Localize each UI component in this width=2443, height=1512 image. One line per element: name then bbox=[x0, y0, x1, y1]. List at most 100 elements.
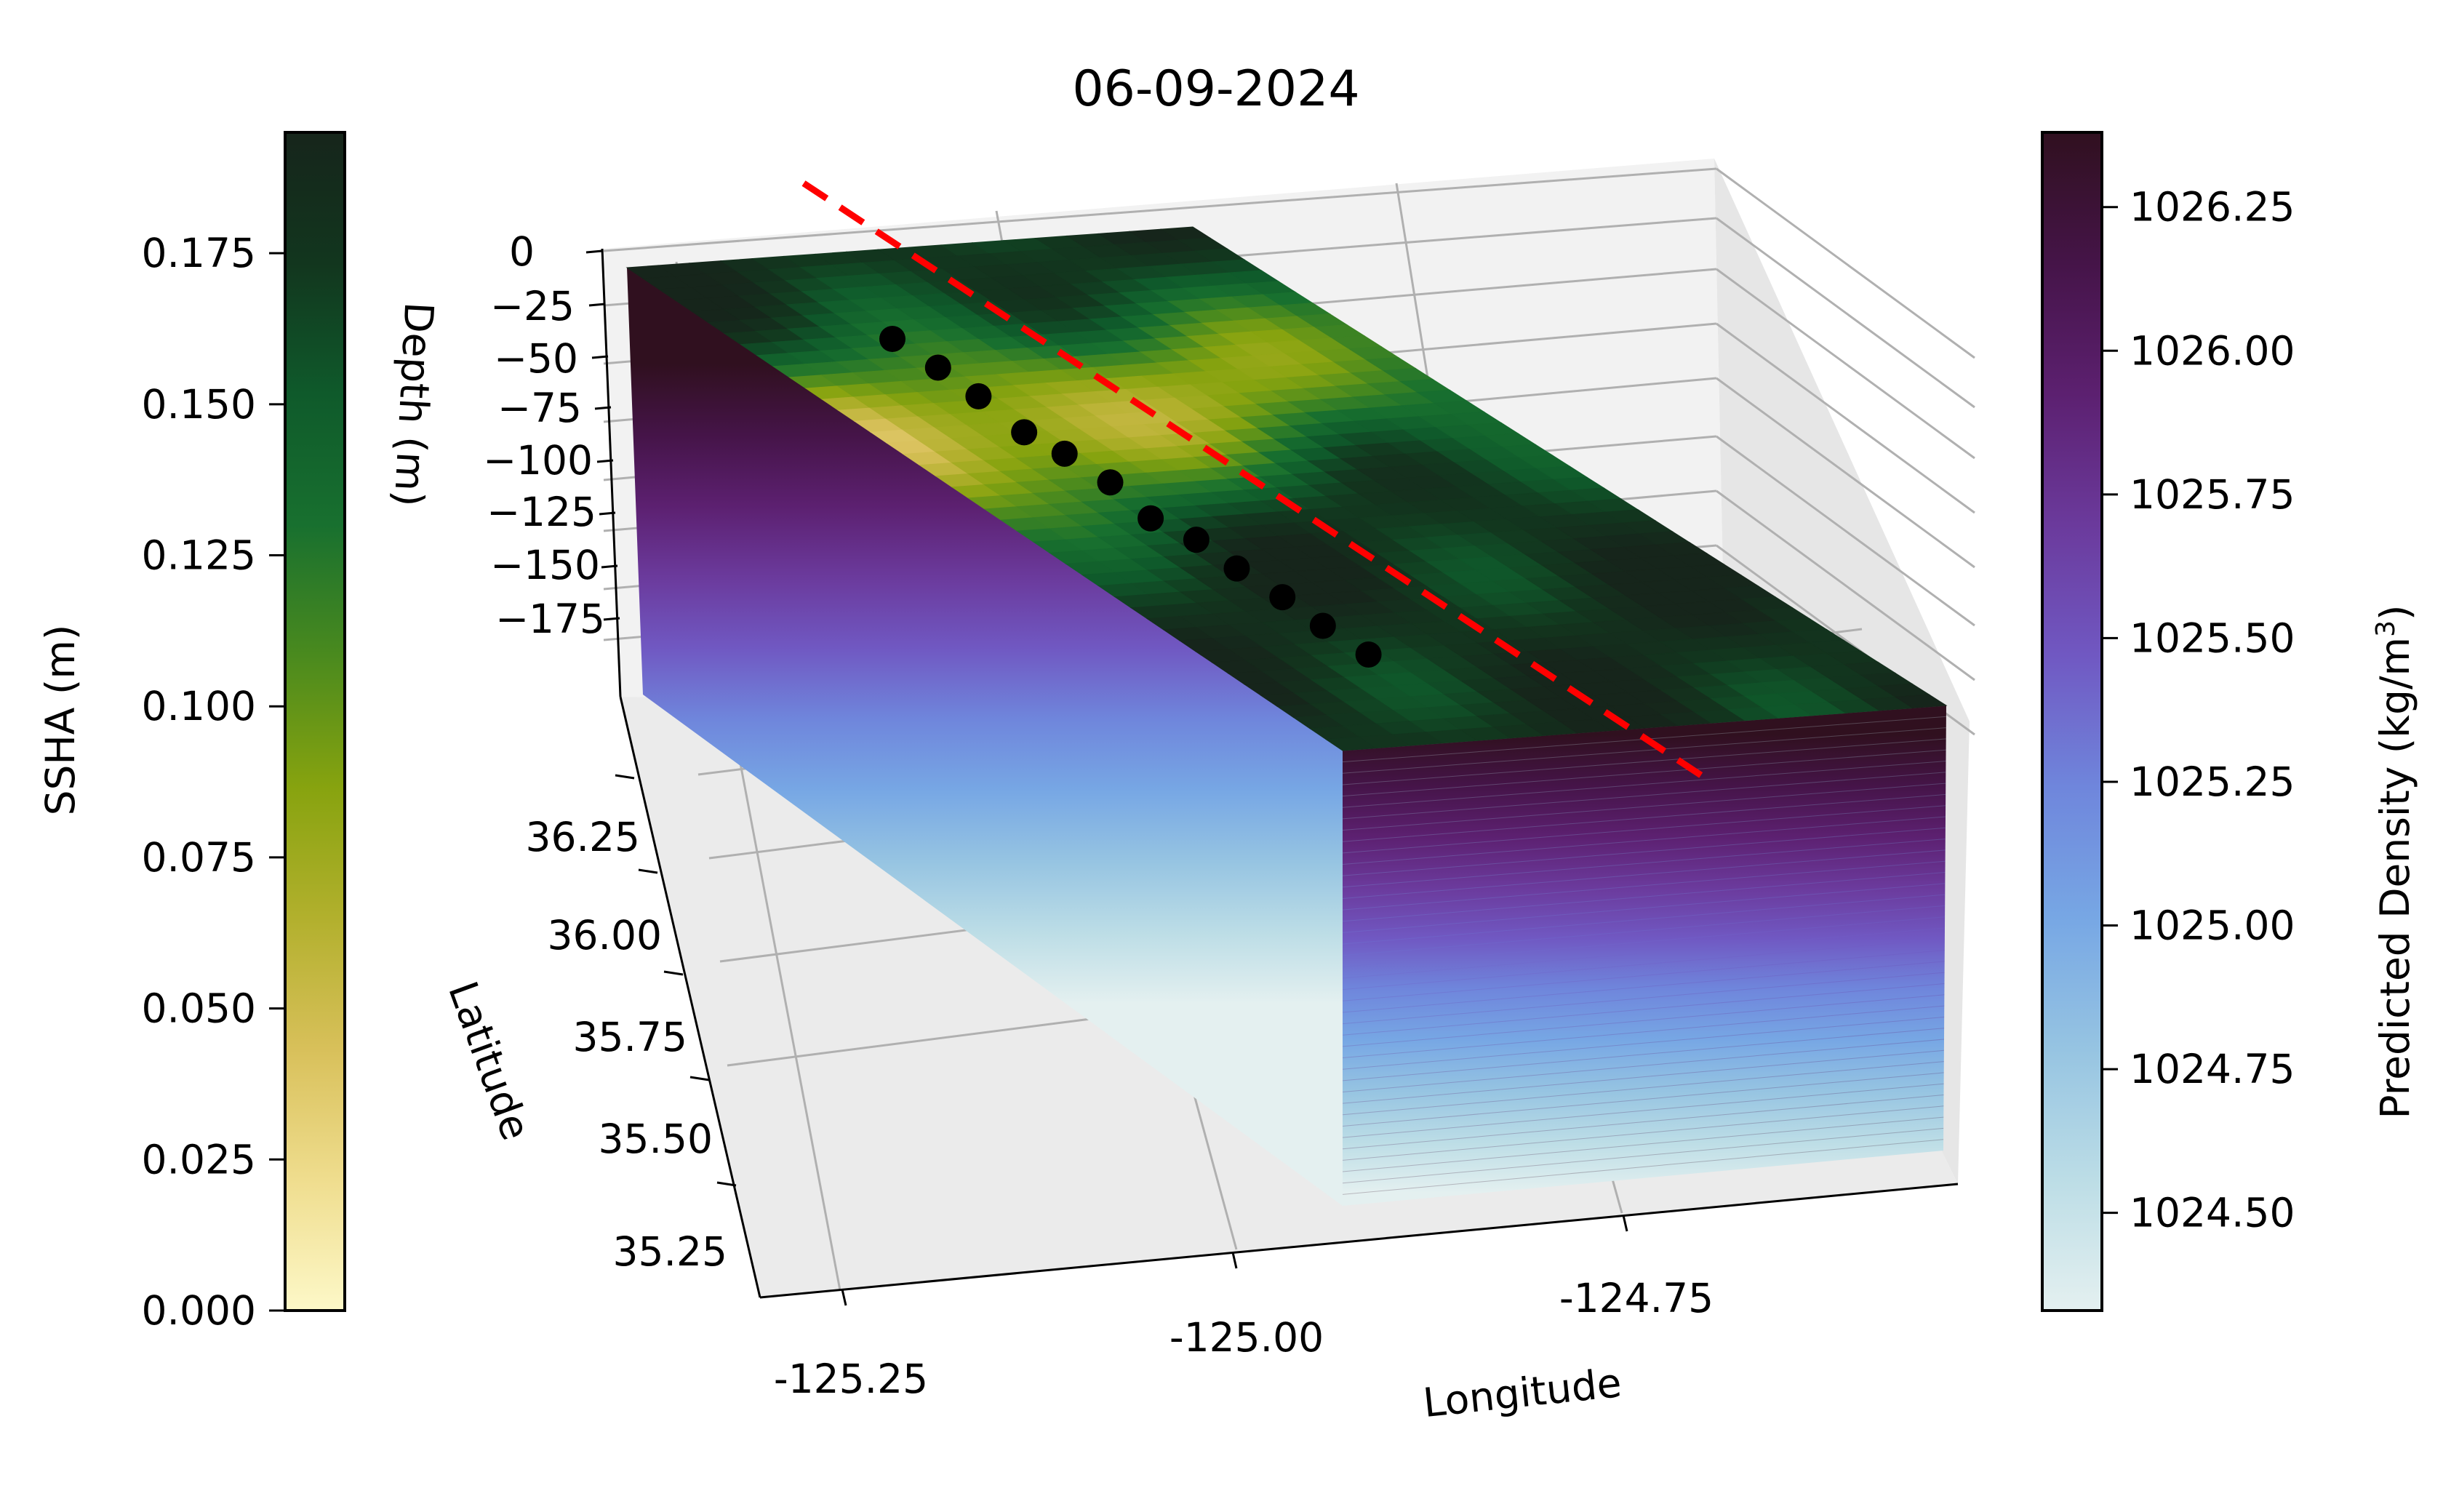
density-band bbox=[1342, 761, 1946, 808]
station-point bbox=[1355, 641, 1382, 668]
y-tick-label: 35.25 bbox=[613, 1228, 727, 1275]
density-colorbar-tick-label: 1026.25 bbox=[2130, 184, 2295, 231]
density-colorbar-title: Predicted Density (kg/m3) bbox=[2371, 605, 2418, 1119]
grid-line-depth-side bbox=[1716, 489, 1975, 681]
density-band bbox=[1342, 927, 1946, 979]
grid-line-depth-side bbox=[1716, 167, 1975, 359]
density-band bbox=[1342, 1039, 1945, 1092]
z-tick-label: −175 bbox=[495, 596, 605, 642]
density-band bbox=[1342, 1049, 1944, 1104]
station-point bbox=[1051, 440, 1078, 467]
station-point bbox=[1097, 469, 1124, 496]
x-axis-title: Longitude bbox=[1421, 1359, 1624, 1426]
z-axis-line bbox=[601, 248, 622, 697]
density-band bbox=[1342, 883, 1946, 933]
station-point bbox=[1269, 584, 1296, 611]
grid-line-depth-side bbox=[1716, 322, 1975, 514]
density-colorbar: 1024.50 1024.75 1025.00 1025.25 1025.50 1025.… bbox=[2041, 131, 2295, 1312]
ssha-colorbar-tick-label: 0.150 bbox=[142, 381, 256, 428]
y-tick-label: 35.75 bbox=[573, 1014, 687, 1060]
ssha-colorbar-tick-label: 0.050 bbox=[142, 985, 256, 1032]
block-front-face bbox=[1343, 705, 1946, 1206]
density-band bbox=[1342, 793, 1946, 842]
z-tick bbox=[599, 511, 616, 516]
y-tick bbox=[638, 868, 658, 874]
density-band bbox=[1342, 772, 1946, 820]
ssha-cell bbox=[1894, 694, 1948, 708]
z-tick bbox=[601, 564, 618, 569]
axes: -125.25 -125.00 -124.75 36.25 36.00 35.75 35.5… bbox=[483, 228, 1959, 1402]
z-tick bbox=[603, 617, 620, 621]
density-block bbox=[625, 226, 1948, 1206]
density-band bbox=[1342, 1116, 1944, 1172]
y-tick bbox=[716, 1181, 737, 1187]
density-colorbar-tick-label: 1024.50 bbox=[2130, 1190, 2295, 1236]
z-tick bbox=[596, 459, 614, 463]
grid-line-depth bbox=[603, 167, 1717, 252]
station-point bbox=[965, 383, 992, 409]
station-point bbox=[1137, 505, 1164, 532]
ssha-colorbar-tick-label: 0.000 bbox=[142, 1287, 256, 1334]
y-tick bbox=[615, 774, 635, 780]
z-tick-label: −125 bbox=[487, 489, 596, 535]
density-band bbox=[1342, 872, 1946, 922]
density-band bbox=[1342, 905, 1946, 956]
density-band bbox=[1342, 1139, 1944, 1195]
x-axis-line bbox=[759, 1183, 1959, 1299]
density-band bbox=[1342, 860, 1946, 911]
grid-line-depth-side bbox=[1716, 268, 1975, 460]
y-tick bbox=[689, 1076, 710, 1081]
z-tick bbox=[594, 406, 612, 410]
density-band bbox=[1342, 938, 1945, 991]
density-colorbar-tick-label: 1024.75 bbox=[2130, 1046, 2295, 1092]
density-band bbox=[1342, 1005, 1945, 1059]
y-tick bbox=[663, 970, 684, 976]
density-colorbar-tick-label: 1025.50 bbox=[2130, 615, 2295, 661]
grid-line-depth-side bbox=[1716, 435, 1975, 627]
density-band bbox=[1342, 1072, 1944, 1127]
colorbars: 0.000 0.025 0.050 0.075 0.100 0.125 0.150 0.175… bbox=[142, 131, 2295, 1334]
station-point bbox=[1223, 555, 1250, 582]
y-axis-line bbox=[619, 696, 761, 1298]
density-band bbox=[1342, 894, 1946, 945]
x-tick bbox=[1231, 1252, 1238, 1269]
grid-line-depth-side bbox=[1716, 377, 1975, 569]
ssha-colorbar-tick-label: 0.025 bbox=[142, 1136, 256, 1183]
density-band bbox=[1342, 783, 1946, 831]
y-tick-label: 36.00 bbox=[548, 912, 662, 959]
density-colorbar-title-sup: 3 bbox=[2371, 620, 2401, 637]
z-tick-label: −75 bbox=[497, 385, 582, 431]
ssha-colorbar-tick-label: 0.075 bbox=[142, 834, 256, 881]
y-tick-label: 36.25 bbox=[526, 814, 640, 860]
density-band bbox=[1342, 972, 1945, 1025]
density-band bbox=[1342, 849, 1946, 899]
density-band bbox=[1342, 1127, 1944, 1184]
z-axis-title: Depth (m) bbox=[385, 301, 443, 508]
z-tick-label: −50 bbox=[494, 335, 578, 382]
ssha-colorbar-tick-label: 0.125 bbox=[142, 532, 256, 579]
x-tick-label: -124.75 bbox=[1559, 1275, 1714, 1321]
ssha-colorbar-tick-label: 0.100 bbox=[142, 683, 256, 729]
density-band bbox=[1342, 805, 1946, 854]
ssha-colorbar-bar bbox=[284, 131, 346, 1312]
z-tick-label: −150 bbox=[490, 542, 600, 588]
density-colorbar-tick-label: 1025.25 bbox=[2130, 759, 2295, 805]
density-colorbar-tick-label: 1025.75 bbox=[2130, 471, 2295, 518]
density-colorbar-tick-label: 1025.00 bbox=[2130, 903, 2295, 949]
ssha-colorbar: 0.000 0.025 0.050 0.075 0.100 0.125 0.150 0.175 bbox=[142, 131, 346, 1334]
density-band bbox=[1342, 994, 1945, 1047]
density-band bbox=[1342, 916, 1946, 967]
density-band bbox=[1342, 1083, 1944, 1138]
y-tick-label: 35.50 bbox=[599, 1116, 713, 1162]
x-tick bbox=[841, 1289, 847, 1306]
station-point bbox=[1309, 612, 1336, 639]
density-colorbar-title-end: ) bbox=[2372, 605, 2418, 620]
density-band bbox=[1342, 1095, 1944, 1150]
station-point bbox=[1011, 419, 1038, 446]
z-tick bbox=[591, 355, 609, 359]
ssha-colorbar-tick-label: 0.175 bbox=[142, 230, 256, 276]
density-band bbox=[1342, 727, 1946, 774]
density-band bbox=[1342, 827, 1946, 876]
z-tick bbox=[585, 249, 603, 254]
